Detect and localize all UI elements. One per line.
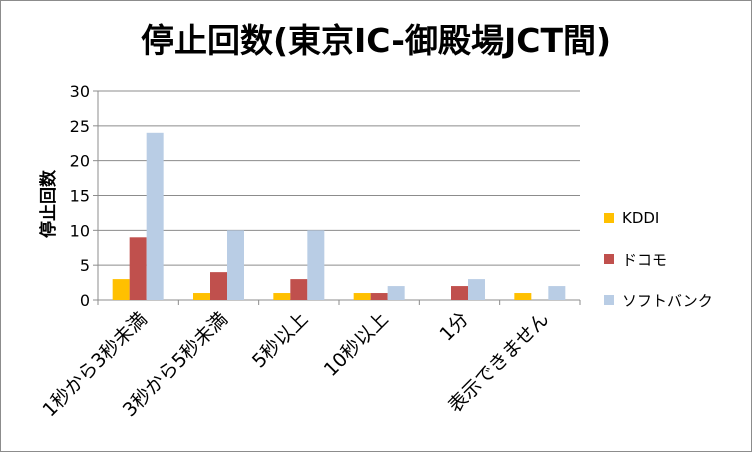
legend-label-docomo: ドコモ [622,250,668,269]
bar [548,286,566,300]
y-tick-label: 10 [70,221,90,240]
bar [273,293,291,300]
legend-swatch-softbank [604,295,614,305]
bar [290,279,308,300]
y-tick-label: 5 [80,256,90,275]
bar [146,132,164,300]
bar [370,293,388,300]
y-tick-label: 0 [80,291,90,310]
legend-item-kddi: KDDI [604,208,713,228]
legend-item-softbank: ソフトバンク [604,290,713,310]
bar [193,293,210,300]
bar [307,230,325,300]
legend-label-kddi: KDDI [622,209,660,227]
bar [514,293,532,300]
bar [451,286,468,300]
bar [129,237,147,300]
legend-swatch-docomo [604,254,614,264]
bar [468,279,485,300]
x-tick-label: 1分 [435,308,473,346]
y-tick-label: 30 [70,82,90,101]
legend-item-docomo: ドコモ [604,249,713,269]
legend-swatch-kddi [604,213,614,223]
x-tick-label: 10秒以上 [320,308,393,381]
legend-label-softbank: ソフトバンク [622,291,713,310]
x-tick-label: 5秒以上 [248,308,312,372]
bar [387,286,405,300]
chart-title: 停止回数(東京IC-御殿場JCT間) [140,21,612,60]
bar [353,293,371,300]
y-tick-label: 15 [70,187,90,206]
bar [210,272,227,300]
bar [227,230,244,300]
y-tick-label: 20 [70,152,90,171]
legend: KDDI ドコモ ソフトバンク [604,208,713,331]
y-tick-label: 25 [70,117,90,136]
bar [112,279,130,300]
